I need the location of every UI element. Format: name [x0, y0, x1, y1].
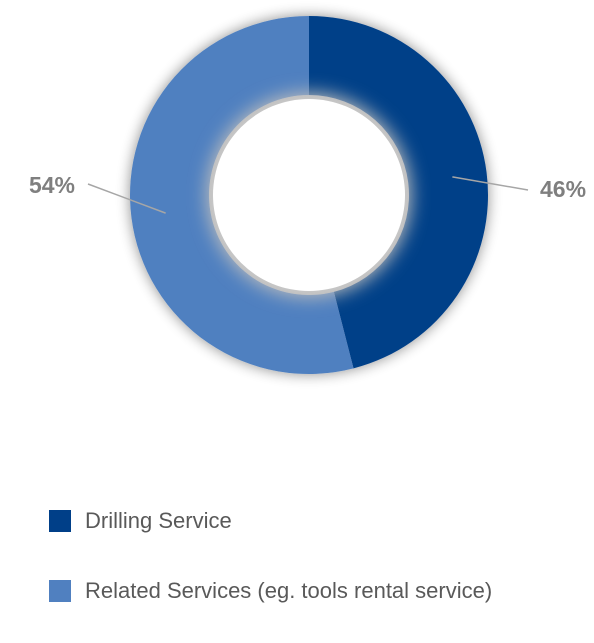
leader-line-related-services-eg-tools-rental-service — [87, 183, 166, 214]
legend-swatch-drilling-service — [49, 510, 71, 532]
donut-hole — [213, 99, 405, 291]
legend-item-drilling-service: Drilling Service — [49, 503, 492, 539]
legend-label-drilling-service: Drilling Service — [85, 508, 232, 533]
legend-label-related-services: Related Services (eg. tools rental servi… — [85, 578, 493, 603]
legend-item-related-services: Related Services (eg. tools rental servi… — [49, 573, 492, 609]
percent-label-drilling-service: 46% — [540, 176, 586, 202]
percent-label-related-services-eg-tools-rental-service: 54% — [29, 172, 75, 198]
slice-related-services-eg-tools-rental-service — [129, 16, 354, 374]
leader-line-drilling-service — [452, 176, 529, 191]
chart-legend: Drilling Service Related Services (eg. t… — [49, 503, 492, 643]
slice-labels: 46% 54% — [29, 172, 586, 214]
donut-chart: 46% 54% — [29, 16, 586, 374]
legend-swatch-related-services — [49, 580, 71, 602]
